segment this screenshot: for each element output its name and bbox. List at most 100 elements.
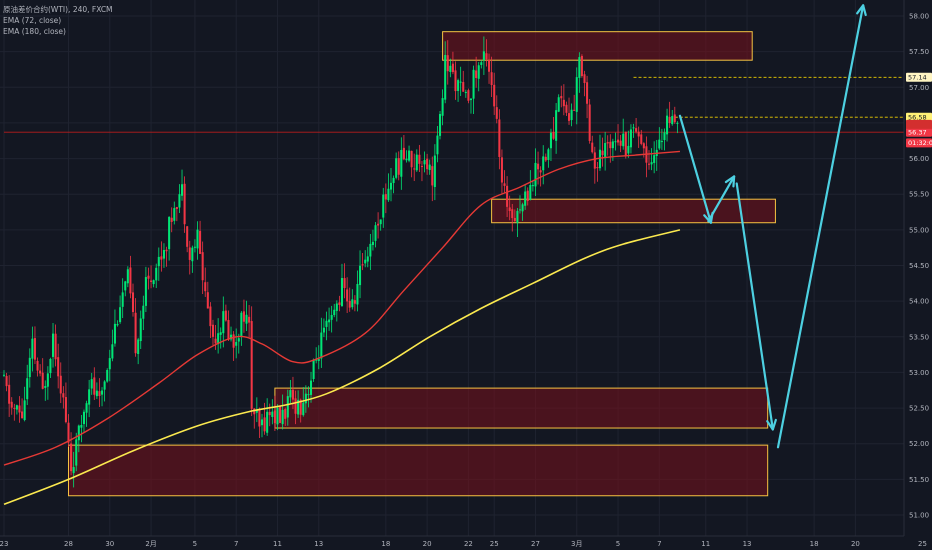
candle-body (451, 63, 454, 73)
candle-body (498, 119, 501, 157)
candle-body (676, 122, 679, 124)
price-tag (906, 127, 932, 137)
candle-body (526, 190, 529, 202)
candle-body (410, 150, 413, 168)
candle-body (611, 141, 614, 149)
candle-body (160, 256, 163, 260)
price-tag-label: 56.58 (908, 114, 927, 122)
candle-body (469, 98, 473, 101)
candle-body (291, 389, 294, 400)
candle-body (374, 225, 377, 241)
candle-body (129, 267, 132, 294)
candle-body (627, 145, 630, 154)
candle-body (586, 82, 589, 104)
candle-body (307, 394, 310, 396)
y-tick-label: 54.00 (909, 298, 929, 306)
candle-body (142, 305, 145, 319)
candle-body (384, 194, 387, 200)
x-tick-label: 25 (918, 540, 927, 548)
candle-body (39, 370, 42, 374)
forecast-arrow-3 (735, 182, 774, 431)
candle-body (632, 127, 635, 129)
candle-body (356, 283, 359, 305)
legend-ema-72: EMA (72, close) (3, 16, 62, 25)
candle-body (44, 386, 47, 388)
candle-body (660, 141, 663, 143)
candle-body (583, 74, 586, 84)
candle-body (320, 332, 323, 359)
x-tick-label: 2月 (145, 540, 156, 548)
candle-body (343, 278, 346, 288)
candle-body (666, 115, 669, 135)
candle-body (281, 409, 284, 425)
forecast-arrow-2 (707, 175, 736, 223)
candle-body (88, 389, 91, 405)
candle-body (150, 280, 153, 282)
candle-body (537, 163, 540, 170)
candle-body (315, 359, 318, 361)
y-tick-label: 56.00 (909, 155, 929, 163)
candle-body (578, 57, 581, 78)
candle-body (511, 209, 514, 219)
y-tick-label: 58.00 (909, 13, 929, 21)
candle-body (168, 216, 171, 250)
candle-body (353, 300, 356, 304)
candle-body (405, 158, 408, 161)
candle-body (253, 408, 256, 415)
candle-body (464, 91, 467, 93)
candle-body (162, 250, 165, 259)
candle-body (309, 380, 313, 395)
candle-body (598, 149, 602, 169)
candle-body (642, 143, 645, 149)
candle-body (95, 390, 98, 397)
candle-body (619, 140, 622, 146)
candle-body (601, 150, 604, 156)
candle-body (580, 55, 583, 77)
candle-body (235, 342, 238, 346)
candle-body (402, 147, 405, 160)
candle-body (415, 154, 418, 171)
candle-body (2, 374, 6, 376)
candle-body (472, 69, 475, 99)
candle-body (480, 62, 483, 65)
candle-body (622, 133, 625, 147)
candle-body (173, 208, 176, 221)
candle-body (214, 338, 217, 344)
candle-body (209, 306, 212, 327)
x-tick-label: 18 (381, 540, 390, 548)
candle-body (490, 72, 493, 85)
candle-body (240, 312, 243, 337)
chart-legend: 原油差价合约(WTI), 240, FXCM EMA (72, close) E… (3, 4, 113, 37)
candle-body (544, 156, 547, 161)
candle-body (333, 309, 336, 316)
candle-body (21, 411, 24, 419)
candle-body (18, 405, 21, 413)
candle-body (462, 82, 465, 92)
x-tick-label: 28 (64, 540, 73, 548)
candle-body (183, 183, 186, 225)
candle-body (77, 425, 80, 441)
candle-body (204, 282, 207, 292)
candle-body (420, 165, 423, 167)
price-tag-label: 57.14 (908, 74, 927, 82)
candle-body (418, 154, 421, 164)
candle-body (351, 299, 354, 308)
candle-body (400, 149, 403, 177)
candle-body (211, 324, 215, 337)
candle-body (219, 332, 222, 335)
x-tick-label: 25 (490, 540, 499, 548)
price-tag-label: 56.37 (908, 128, 927, 136)
candle-body (49, 358, 52, 374)
candle-body (640, 134, 643, 144)
candle-body (508, 207, 511, 212)
zone-box-2 (491, 198, 776, 224)
candle-body (591, 142, 594, 153)
candle-body (624, 131, 627, 156)
candle-body (673, 114, 676, 123)
candle-body (217, 333, 220, 345)
candle-body (57, 357, 60, 377)
candle-body (449, 65, 452, 72)
y-tick-label: 54.50 (909, 262, 929, 270)
candle-body (82, 411, 86, 425)
